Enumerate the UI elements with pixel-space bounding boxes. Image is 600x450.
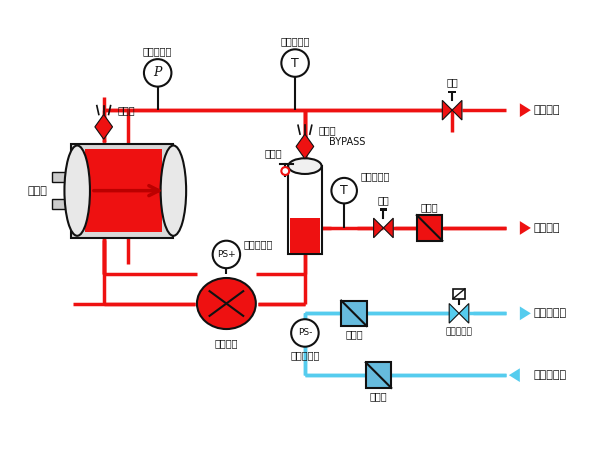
Bar bbox=[448, 90, 456, 94]
Text: 球阀: 球阀 bbox=[377, 195, 389, 205]
Ellipse shape bbox=[64, 145, 90, 236]
Bar bbox=[52, 172, 73, 182]
Ellipse shape bbox=[288, 158, 322, 174]
Circle shape bbox=[331, 178, 357, 203]
Bar bbox=[290, 218, 320, 253]
Ellipse shape bbox=[197, 278, 256, 329]
Circle shape bbox=[212, 241, 240, 268]
Bar bbox=[366, 362, 391, 388]
Text: 球阀: 球阀 bbox=[446, 77, 458, 88]
Text: PS-: PS- bbox=[298, 328, 312, 338]
Text: 溢压阀: 溢压阀 bbox=[265, 148, 283, 158]
Text: T: T bbox=[340, 184, 348, 197]
Circle shape bbox=[291, 319, 319, 347]
Bar bbox=[341, 301, 367, 326]
Text: 温度传感器: 温度传感器 bbox=[361, 171, 390, 181]
Polygon shape bbox=[509, 368, 533, 382]
Bar bbox=[380, 208, 388, 211]
Polygon shape bbox=[459, 303, 469, 323]
Bar bbox=[71, 144, 173, 238]
Text: T: T bbox=[291, 57, 299, 70]
Text: 排气阀: 排气阀 bbox=[118, 106, 135, 116]
Polygon shape bbox=[506, 221, 531, 235]
Text: P: P bbox=[154, 66, 162, 79]
Text: 加热器: 加热器 bbox=[28, 186, 48, 196]
Text: BYPASS: BYPASS bbox=[329, 136, 366, 147]
Text: 高压限制器: 高压限制器 bbox=[243, 239, 272, 250]
Text: 冷却电磁阀: 冷却电磁阀 bbox=[446, 327, 472, 336]
Bar bbox=[85, 149, 161, 232]
Polygon shape bbox=[449, 303, 459, 323]
Text: 过滤器: 过滤器 bbox=[345, 329, 363, 339]
Text: 排气阀: 排气阀 bbox=[319, 125, 336, 135]
Text: 过滤器: 过滤器 bbox=[370, 391, 388, 401]
Polygon shape bbox=[296, 134, 314, 159]
Bar bbox=[52, 199, 73, 209]
Circle shape bbox=[281, 167, 289, 175]
Polygon shape bbox=[506, 306, 531, 320]
Polygon shape bbox=[383, 218, 393, 238]
Ellipse shape bbox=[161, 145, 186, 236]
Polygon shape bbox=[442, 100, 452, 120]
Text: 低压限制器: 低压限制器 bbox=[290, 351, 320, 360]
Bar bbox=[453, 289, 465, 299]
Text: 过滤器: 过滤器 bbox=[421, 202, 439, 212]
Text: 热媒出口: 热媒出口 bbox=[533, 105, 560, 115]
Polygon shape bbox=[452, 100, 462, 120]
Circle shape bbox=[144, 59, 172, 86]
Polygon shape bbox=[506, 104, 531, 117]
Text: 热媒回口: 热媒回口 bbox=[533, 223, 560, 233]
Polygon shape bbox=[95, 114, 113, 139]
Ellipse shape bbox=[163, 150, 184, 231]
Text: 冷却水入口: 冷却水入口 bbox=[533, 370, 567, 380]
Bar bbox=[417, 215, 442, 241]
Text: PS+: PS+ bbox=[217, 250, 236, 259]
Bar bbox=[288, 166, 322, 254]
Polygon shape bbox=[374, 218, 383, 238]
Text: 循环泵组: 循环泵组 bbox=[215, 338, 238, 348]
Text: 压力显示器: 压力显示器 bbox=[143, 46, 172, 56]
Circle shape bbox=[281, 50, 309, 77]
Text: 冷却水出口: 冷却水出口 bbox=[533, 308, 567, 318]
Text: 温度传感器: 温度传感器 bbox=[280, 36, 310, 46]
